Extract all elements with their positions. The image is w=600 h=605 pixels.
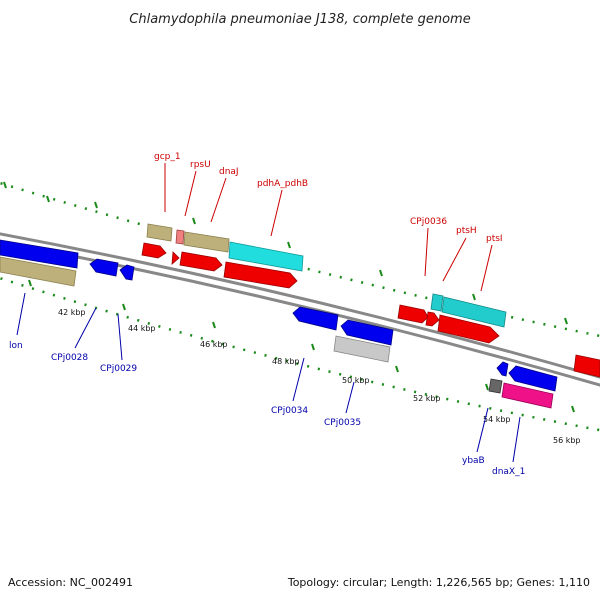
gene-lon-upper-arrow[interactable]: [0, 239, 79, 269]
gene-ybaB-block[interactable]: [488, 378, 503, 394]
gene-ptsH-block[interactable]: [430, 293, 444, 312]
gene-label-lon[interactable]: lon: [9, 341, 23, 351]
gene-label-ybaB[interactable]: ybaB: [462, 456, 485, 466]
tick-labels: 42 kbp 44 kbp 46 kbp 48 kbp 50 kbp 52 kb…: [58, 308, 581, 445]
gene-label-CPj0034[interactable]: CPj0034: [271, 406, 308, 416]
gene-gcp-1-arrow[interactable]: [141, 242, 167, 259]
gene-lon-block[interactable]: [0, 256, 77, 287]
tick-label-54kbp: 54 kbp: [483, 415, 511, 424]
tick-label-52kbp: 52 kbp: [413, 394, 441, 403]
gene-pdhA-pdhB-block[interactable]: [228, 241, 304, 272]
tick-label-44kbp: 44 kbp: [128, 324, 156, 333]
gene-dnaJ-block[interactable]: [183, 231, 230, 253]
tick-label-56kbp: 56 kbp: [553, 436, 581, 445]
tick-label-46kbp: 46 kbp: [200, 340, 228, 349]
gene-CPj0029-arrow[interactable]: [119, 264, 135, 281]
inner-tick-ring: [0, 276, 600, 432]
reverse-label-leaders: [16, 292, 521, 463]
gene-label-gcp-1[interactable]: gcp_1: [154, 152, 181, 162]
gene-dnaJ-arrow[interactable]: [179, 251, 223, 272]
gene-ptsI-arrow[interactable]: [437, 314, 500, 344]
gene-label-CPj0035[interactable]: CPj0035: [324, 418, 361, 428]
gene-label-CPj0036[interactable]: CPj0036: [410, 217, 447, 227]
genome-summary-text: Topology: circular; Length: 1,226,565 bp…: [287, 576, 590, 589]
reverse-strand-genes: [0, 239, 558, 409]
gene-CPj0035-upper-arrow[interactable]: [340, 319, 394, 346]
gene-label-ptsI[interactable]: ptsI: [486, 234, 503, 244]
gene-CPj0035-block[interactable]: [333, 335, 391, 363]
gene-CPj0028-arrow[interactable]: [89, 258, 119, 277]
gene-label-ptsH[interactable]: ptsH: [456, 226, 477, 236]
gene-CPj0036-arrow[interactable]: [397, 304, 429, 324]
tick-label-42kbp: 42 kbp: [58, 308, 86, 317]
gene-CPj0036-b-arrow[interactable]: [425, 311, 440, 327]
gene-ybaB-upper-arrow[interactable]: [496, 361, 509, 377]
major-ticks: [3, 181, 575, 413]
forward-strand-genes: [146, 223, 507, 328]
gene-dnaX-1-upper-arrow[interactable]: [508, 365, 558, 392]
forward-strand-arrows: [141, 242, 600, 378]
gene-gcp-1-block[interactable]: [146, 223, 173, 242]
gene-label-dnaX-1[interactable]: dnaX_1: [492, 467, 525, 477]
tick-label-50kbp: 50 kbp: [342, 376, 370, 385]
gene-pdhA-pdhB-arrow[interactable]: [223, 261, 298, 289]
gene-ptsH-main-block[interactable]: [441, 296, 507, 328]
gene-label-CPj0029[interactable]: CPj0029: [100, 364, 137, 374]
accession-text: Accession: NC_002491: [8, 576, 133, 589]
gene-CPj0034-arrow[interactable]: [292, 306, 339, 331]
forward-label-leaders: [164, 163, 493, 292]
map-title: Chlamydophila pneumoniae J138, complete …: [129, 12, 470, 27]
gene-dnaX-1-block[interactable]: [501, 382, 554, 409]
forward-gene-labels: gcp_1 rpsU dnaJ pdhA_pdhB CPj0036 ptsH p…: [154, 152, 503, 244]
gene-rpsU-block[interactable]: [175, 229, 185, 245]
outer-tick-ring: [0, 181, 600, 338]
gene-edge-arrow[interactable]: [573, 354, 600, 378]
gene-label-dnaJ[interactable]: dnaJ: [219, 167, 239, 177]
tick-label-48kbp: 48 kbp: [272, 357, 300, 366]
gene-label-pdhA-pdhB[interactable]: pdhA_pdhB: [257, 179, 308, 189]
gene-label-CPj0028[interactable]: CPj0028: [51, 353, 88, 363]
gene-label-rpsU[interactable]: rpsU: [190, 160, 211, 170]
reverse-gene-labels: lon CPj0028 CPj0029 CPj0034 CPj0035 ybaB…: [9, 341, 525, 477]
gene-rpsU-arrow[interactable]: [171, 251, 180, 265]
